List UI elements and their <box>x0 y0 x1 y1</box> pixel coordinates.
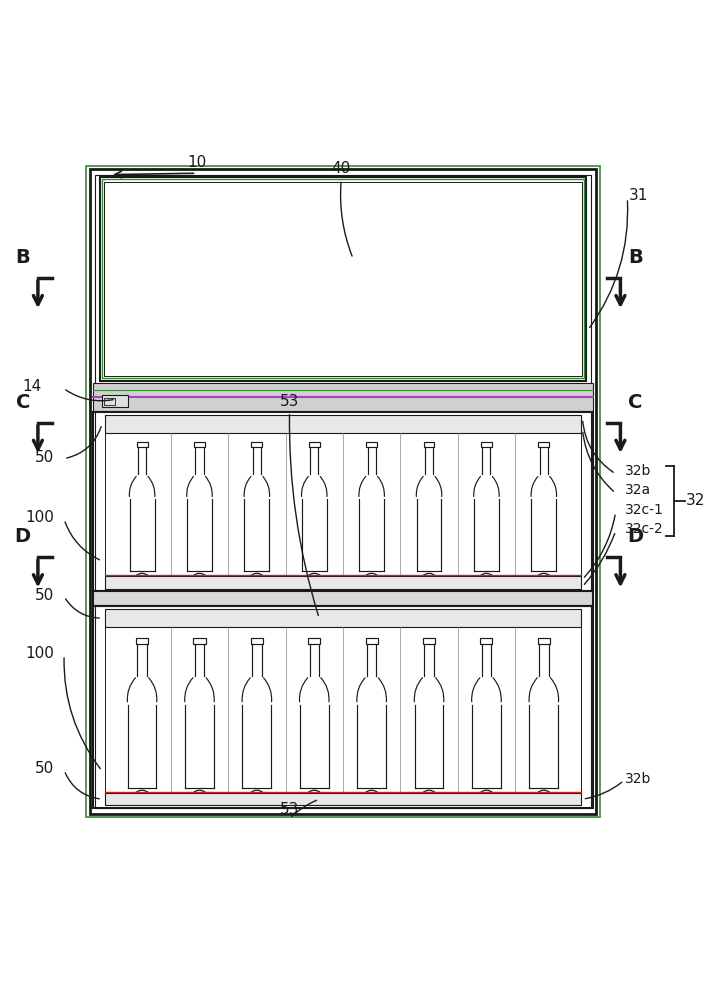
Text: 31: 31 <box>629 188 648 203</box>
Bar <box>93 591 593 606</box>
Bar <box>104 609 581 627</box>
Text: 32b: 32b <box>625 464 651 478</box>
Bar <box>424 442 434 447</box>
Bar <box>102 395 128 407</box>
Text: 100: 100 <box>25 510 54 525</box>
Bar <box>480 638 493 644</box>
Bar <box>538 638 550 644</box>
Text: 32a: 32a <box>625 483 651 497</box>
Bar <box>104 415 581 433</box>
Bar <box>251 638 263 644</box>
Bar <box>93 606 593 808</box>
Text: 32b: 32b <box>625 772 651 786</box>
Text: 14: 14 <box>22 379 42 394</box>
Bar <box>104 576 581 589</box>
Bar <box>102 179 584 378</box>
Bar <box>86 166 599 817</box>
Text: D: D <box>15 527 31 546</box>
Text: 50: 50 <box>35 450 54 465</box>
Text: C: C <box>628 393 642 412</box>
Bar <box>423 638 435 644</box>
Bar <box>193 638 205 644</box>
Text: 40: 40 <box>332 161 351 176</box>
Text: D: D <box>628 527 644 546</box>
Bar <box>309 442 320 447</box>
Bar <box>309 638 321 644</box>
Text: 32c-2: 32c-2 <box>625 522 664 536</box>
Bar <box>194 442 205 447</box>
Bar <box>93 383 593 411</box>
Bar <box>366 442 377 447</box>
Text: B: B <box>628 248 643 267</box>
Text: 32c-1: 32c-1 <box>625 503 664 517</box>
Bar <box>90 169 597 814</box>
Bar <box>251 442 263 447</box>
Text: 32: 32 <box>686 493 705 508</box>
Text: 100: 100 <box>25 646 54 661</box>
Bar <box>136 638 148 644</box>
Text: C: C <box>16 393 30 412</box>
Bar <box>104 398 115 405</box>
Bar <box>539 442 549 447</box>
Bar <box>366 638 378 644</box>
Text: 50: 50 <box>35 761 54 776</box>
Bar <box>104 182 582 376</box>
Text: 50: 50 <box>35 588 54 603</box>
Bar <box>104 793 581 805</box>
Text: 10: 10 <box>187 155 206 170</box>
Bar <box>104 415 581 589</box>
Bar <box>100 177 586 381</box>
Bar <box>95 175 591 808</box>
Text: 53: 53 <box>280 394 299 409</box>
Text: 53: 53 <box>280 802 299 817</box>
Text: B: B <box>16 248 30 267</box>
Bar <box>93 412 593 591</box>
Bar <box>104 609 581 805</box>
Bar <box>137 442 148 447</box>
Bar <box>481 442 492 447</box>
